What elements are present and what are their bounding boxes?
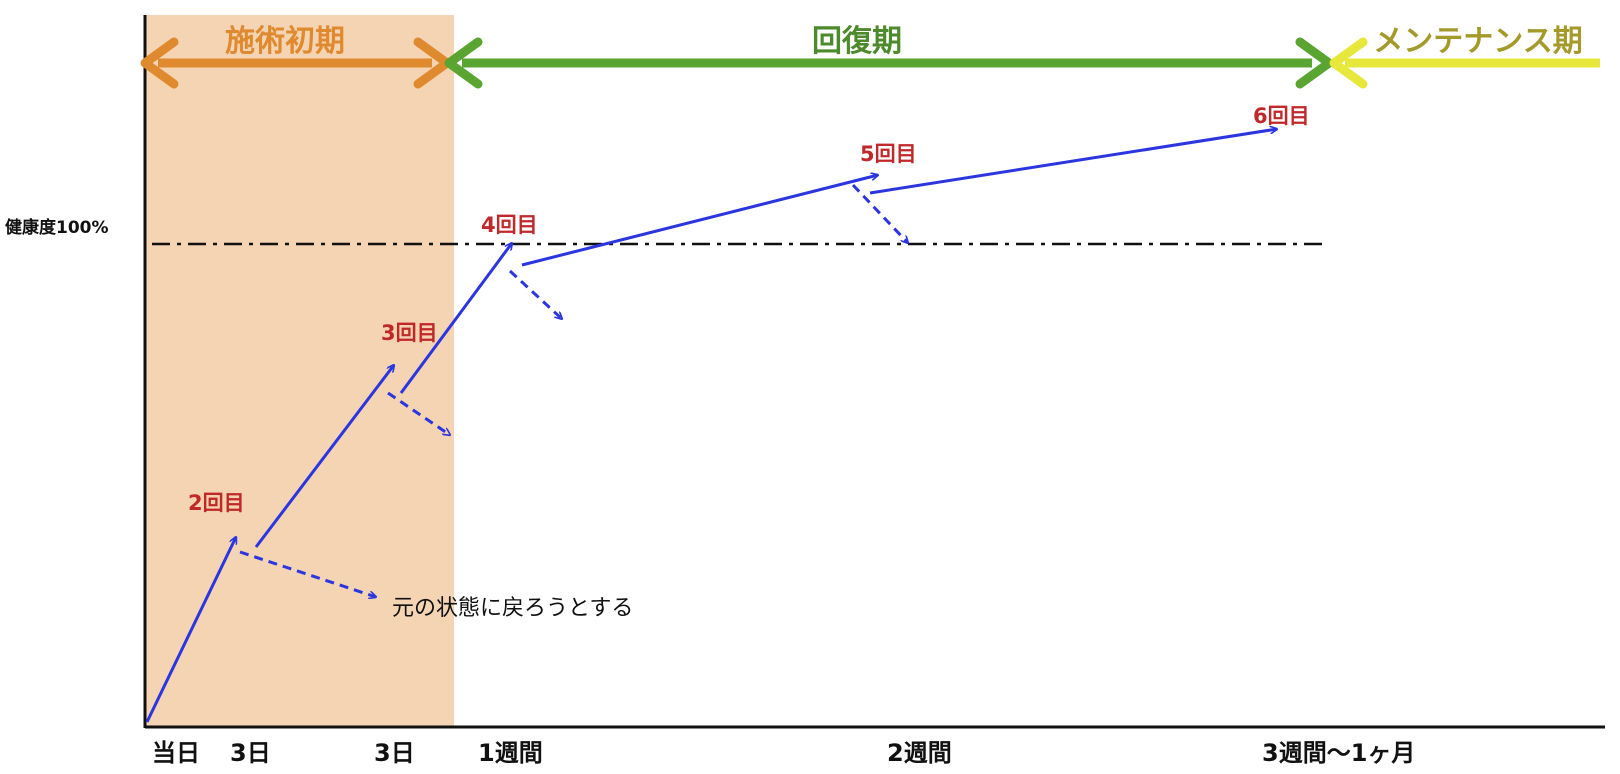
regression-arrow-1 — [239, 550, 376, 597]
progress-arrow-4 — [521, 175, 878, 267]
progress-arrow-3 — [399, 243, 512, 394]
regression-arrow-2 — [387, 391, 450, 435]
x-tick-1: 3日 — [230, 739, 271, 767]
visit-label-5: 5回目 — [860, 142, 917, 166]
x-tick-5: 3週間〜1ヶ月 — [1262, 739, 1415, 767]
regression-arrow-4 — [851, 183, 908, 243]
progress-arrow-5 — [869, 129, 1277, 195]
regression-arrow-3 — [508, 269, 562, 319]
x-tick-3: 1週間 — [478, 739, 543, 767]
visit-label-3: 3回目 — [381, 321, 438, 345]
maintenance-phase-arrow — [1329, 37, 1600, 89]
x-tick-4: 2週間 — [887, 739, 952, 767]
recovery-phase-arrow — [444, 37, 1334, 89]
progress-arrow-1 — [145, 537, 238, 723]
x-tick-2: 3日 — [374, 739, 415, 767]
visit-label-4: 4回目 — [481, 213, 538, 237]
progress-arrow-2 — [254, 365, 394, 548]
note-label: 元の状態に戻ろうとする — [392, 596, 633, 621]
visit-label-2: 2回目 — [188, 491, 245, 515]
regression-arrows — [239, 183, 908, 597]
recovery-phase-label: 回復期 — [812, 24, 902, 59]
baseline-label: 健康度100% — [5, 217, 109, 238]
initial-phase-shade — [145, 15, 454, 728]
progress-arrows — [145, 129, 1277, 723]
maintenance-phase-label: メンテナンス期 — [1373, 24, 1582, 59]
initial-phase-label: 施術初期 — [225, 24, 345, 59]
x-tick-0: 当日 — [152, 739, 200, 767]
visit-label-6: 6回目 — [1253, 104, 1310, 128]
